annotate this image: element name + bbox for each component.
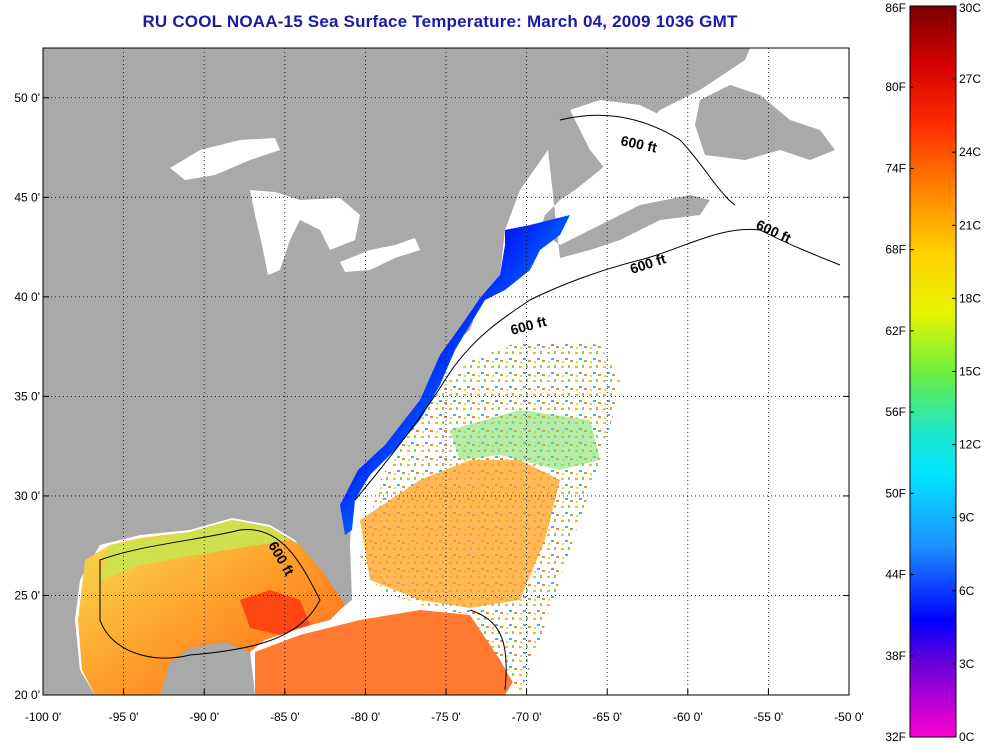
gulf-st-lawrence	[570, 100, 690, 185]
colorbar-c-label: 27C	[959, 72, 981, 86]
contour-label-labrador: 600 ft	[619, 132, 658, 155]
y-tick-label: 50 0'	[14, 91, 40, 105]
x-tick-label: -55 0'	[754, 710, 784, 724]
bay-of-fundy-gulf-maine	[525, 278, 590, 318]
sst-gulf-stream-warm	[360, 460, 560, 608]
land-yucatan	[160, 640, 255, 695]
x-tick-label: -85 0'	[270, 710, 300, 724]
colorbar-f-label: 56F	[885, 405, 906, 419]
y-tick-label: 20 0'	[14, 688, 40, 702]
y-tick-label: 45 0'	[14, 190, 40, 204]
bathymetry-contours	[99, 114, 841, 691]
colorbar-c-label: 3C	[959, 657, 975, 671]
x-tick-label: -70 0'	[512, 710, 542, 724]
x-tick-label: -50 0'	[834, 710, 864, 724]
colorbar-f-label: 68F	[885, 243, 906, 257]
colorbar-f-label: 86F	[885, 1, 906, 15]
x-tick-label: -60 0'	[673, 710, 703, 724]
land-north-america	[43, 48, 560, 695]
x-tick-label: -100 0'	[25, 710, 61, 724]
colorbar-f-label: 38F	[885, 649, 906, 663]
x-tick-label: -65 0'	[592, 710, 622, 724]
colorbar-c-label: 24C	[959, 145, 981, 159]
y-tick-label: 40 0'	[14, 290, 40, 304]
colorbar-c-label: 9C	[959, 511, 975, 525]
colorbar-f-label: 50F	[885, 486, 906, 500]
temperature-colorbar: 86F 80F 74F 68F 62F 56F 50F 44F 38F 32F 30C 27C 24C…	[885, 1, 981, 744]
x-tick-label: -90 0'	[189, 710, 219, 724]
sst-atlantic-mixed	[450, 410, 600, 470]
map-title: RU COOL NOAA-15 Sea Surface Temperature:…	[142, 12, 738, 31]
latitude-axis: 50 0' 45 0' 40 0' 35 0' 30 0' 25 0' 20 0'	[14, 91, 849, 702]
y-tick-label: 35 0'	[14, 389, 40, 403]
sst-loop-current	[240, 590, 310, 635]
colorbar-c-label: 18C	[959, 291, 981, 305]
y-tick-label: 30 0'	[14, 489, 40, 503]
x-tick-label: -75 0'	[431, 710, 461, 724]
colorbar-c-label: 6C	[959, 584, 975, 598]
x-tick-label: -95 0'	[109, 710, 139, 724]
lake-erie-ontario	[340, 238, 420, 272]
land-newfoundland	[695, 85, 835, 160]
lake-superior	[170, 138, 280, 180]
sst-gulf-shelf-north	[100, 520, 290, 580]
colorbar-f-label: 80F	[885, 80, 906, 94]
y-tick-label: 25 0'	[14, 588, 40, 602]
sst-caribbean	[255, 610, 520, 695]
x-tick-label: -80 0'	[351, 710, 381, 724]
colorbar-fahrenheit-scale: 86F 80F 74F 68F 62F 56F 50F 44F 38F 32F	[885, 1, 914, 744]
colorbar-f-label: 74F	[885, 161, 906, 175]
colorbar-f-label: 62F	[885, 324, 906, 338]
colorbar-c-label: 15C	[959, 365, 981, 379]
colorbar-c-label: 21C	[959, 218, 981, 232]
colorbar-c-label: 12C	[959, 438, 981, 452]
colorbar-c-label: 30C	[959, 1, 981, 15]
colorbar-f-label: 44F	[885, 568, 906, 582]
colorbar-f-label: 32F	[885, 730, 906, 744]
colorbar-c-label: 0C	[959, 730, 975, 744]
longitude-axis: -100 0' -95 0' -90 0' -85 0' -80 0' -75 0' -70…	[25, 689, 864, 724]
map-plot-area: 600 ft 600 ft 600 ft 600 ft 600 ft	[42, 47, 850, 696]
land-maritimes	[540, 48, 750, 258]
lake-michigan-huron	[250, 190, 360, 275]
colorbar-celsius-scale: 30C 27C 24C 21C 18C 15C 12C 9C 6C 3C 0C	[952, 1, 981, 744]
